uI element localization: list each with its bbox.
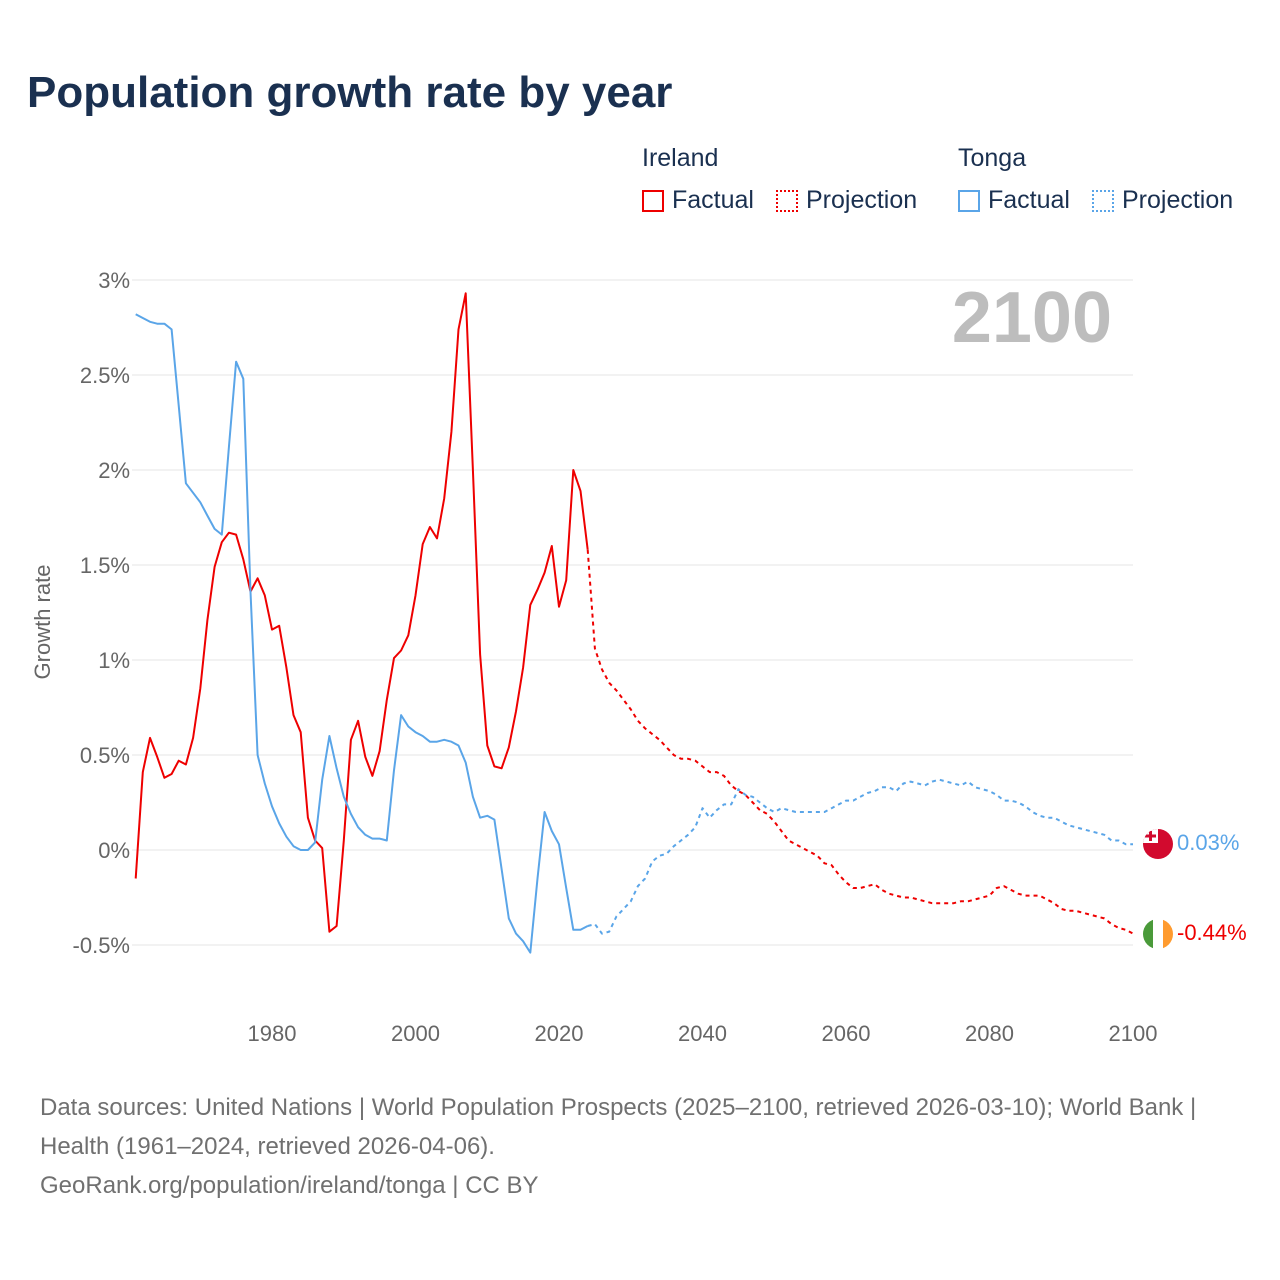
legend-ireland-projection[interactable]: Projection <box>776 186 917 215</box>
x-tick-label: 2040 <box>678 1021 727 1046</box>
y-tick-label: 0% <box>98 838 130 863</box>
tonga-projection-line <box>587 778 1133 935</box>
legend-ireland-factual[interactable]: Factual <box>642 186 754 215</box>
x-tick-label: 1980 <box>248 1021 297 1046</box>
x-tick-label: 2080 <box>965 1021 1014 1046</box>
y-tick-label: 0.5% <box>80 743 130 768</box>
solid-swatch-icon <box>958 189 980 212</box>
y-axis-label: Growth rate <box>30 565 55 680</box>
tonga-factual-line <box>135 313 589 954</box>
ireland-end-label: -0.44% <box>1177 920 1247 945</box>
legend-group-ireland: Ireland <box>642 144 719 172</box>
ireland-flag-icon <box>1143 919 1173 949</box>
legend-label: Projection <box>806 186 918 214</box>
ireland-factual-line <box>134 292 589 933</box>
tonga-end-label: 0.03% <box>1177 830 1239 855</box>
x-tick-label: 2060 <box>822 1021 871 1046</box>
chart-title: Population growth rate by year <box>27 68 673 117</box>
ireland-projection-line <box>586 549 1134 935</box>
legend-group-tonga: Tonga <box>958 144 1027 172</box>
solid-swatch-icon <box>642 189 664 212</box>
legend-label: Projection <box>1122 186 1234 214</box>
legend-tonga-factual[interactable]: Factual <box>958 186 1070 215</box>
x-tick-label: 2000 <box>391 1021 440 1046</box>
dotted-swatch-icon <box>776 189 798 212</box>
data-sources: Data sources: United Nations | World Pop… <box>40 1094 1197 1160</box>
x-tick-label: 2020 <box>535 1021 584 1046</box>
footer: Data sources: United Nations | World Pop… <box>40 1088 1240 1205</box>
y-tick-label: 2% <box>98 458 130 483</box>
dotted-swatch-icon <box>1092 189 1114 212</box>
legend-tonga-projection[interactable]: Projection <box>1092 186 1233 215</box>
tonga-flag-icon <box>1143 829 1173 859</box>
y-tick-label: 1.5% <box>80 553 130 578</box>
y-tick-label: 1% <box>98 648 130 673</box>
x-tick-label: 2100 <box>1109 1021 1158 1046</box>
y-tick-label: -0.5% <box>73 933 130 958</box>
credit-link[interactable]: GeoRank.org/population/ireland/tonga | C… <box>40 1172 539 1199</box>
legend-label: Factual <box>988 186 1070 214</box>
y-tick-label: 3% <box>98 268 130 293</box>
legend-label: Factual <box>672 186 754 214</box>
y-tick-label: 2.5% <box>80 363 130 388</box>
year-watermark: 2100 <box>952 278 1112 358</box>
